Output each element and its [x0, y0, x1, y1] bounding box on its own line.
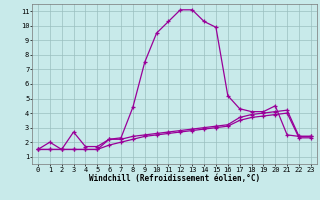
X-axis label: Windchill (Refroidissement éolien,°C): Windchill (Refroidissement éolien,°C)	[89, 174, 260, 183]
